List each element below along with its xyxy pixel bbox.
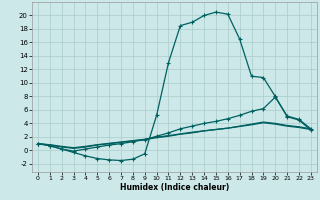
X-axis label: Humidex (Indice chaleur): Humidex (Indice chaleur) (120, 183, 229, 192)
